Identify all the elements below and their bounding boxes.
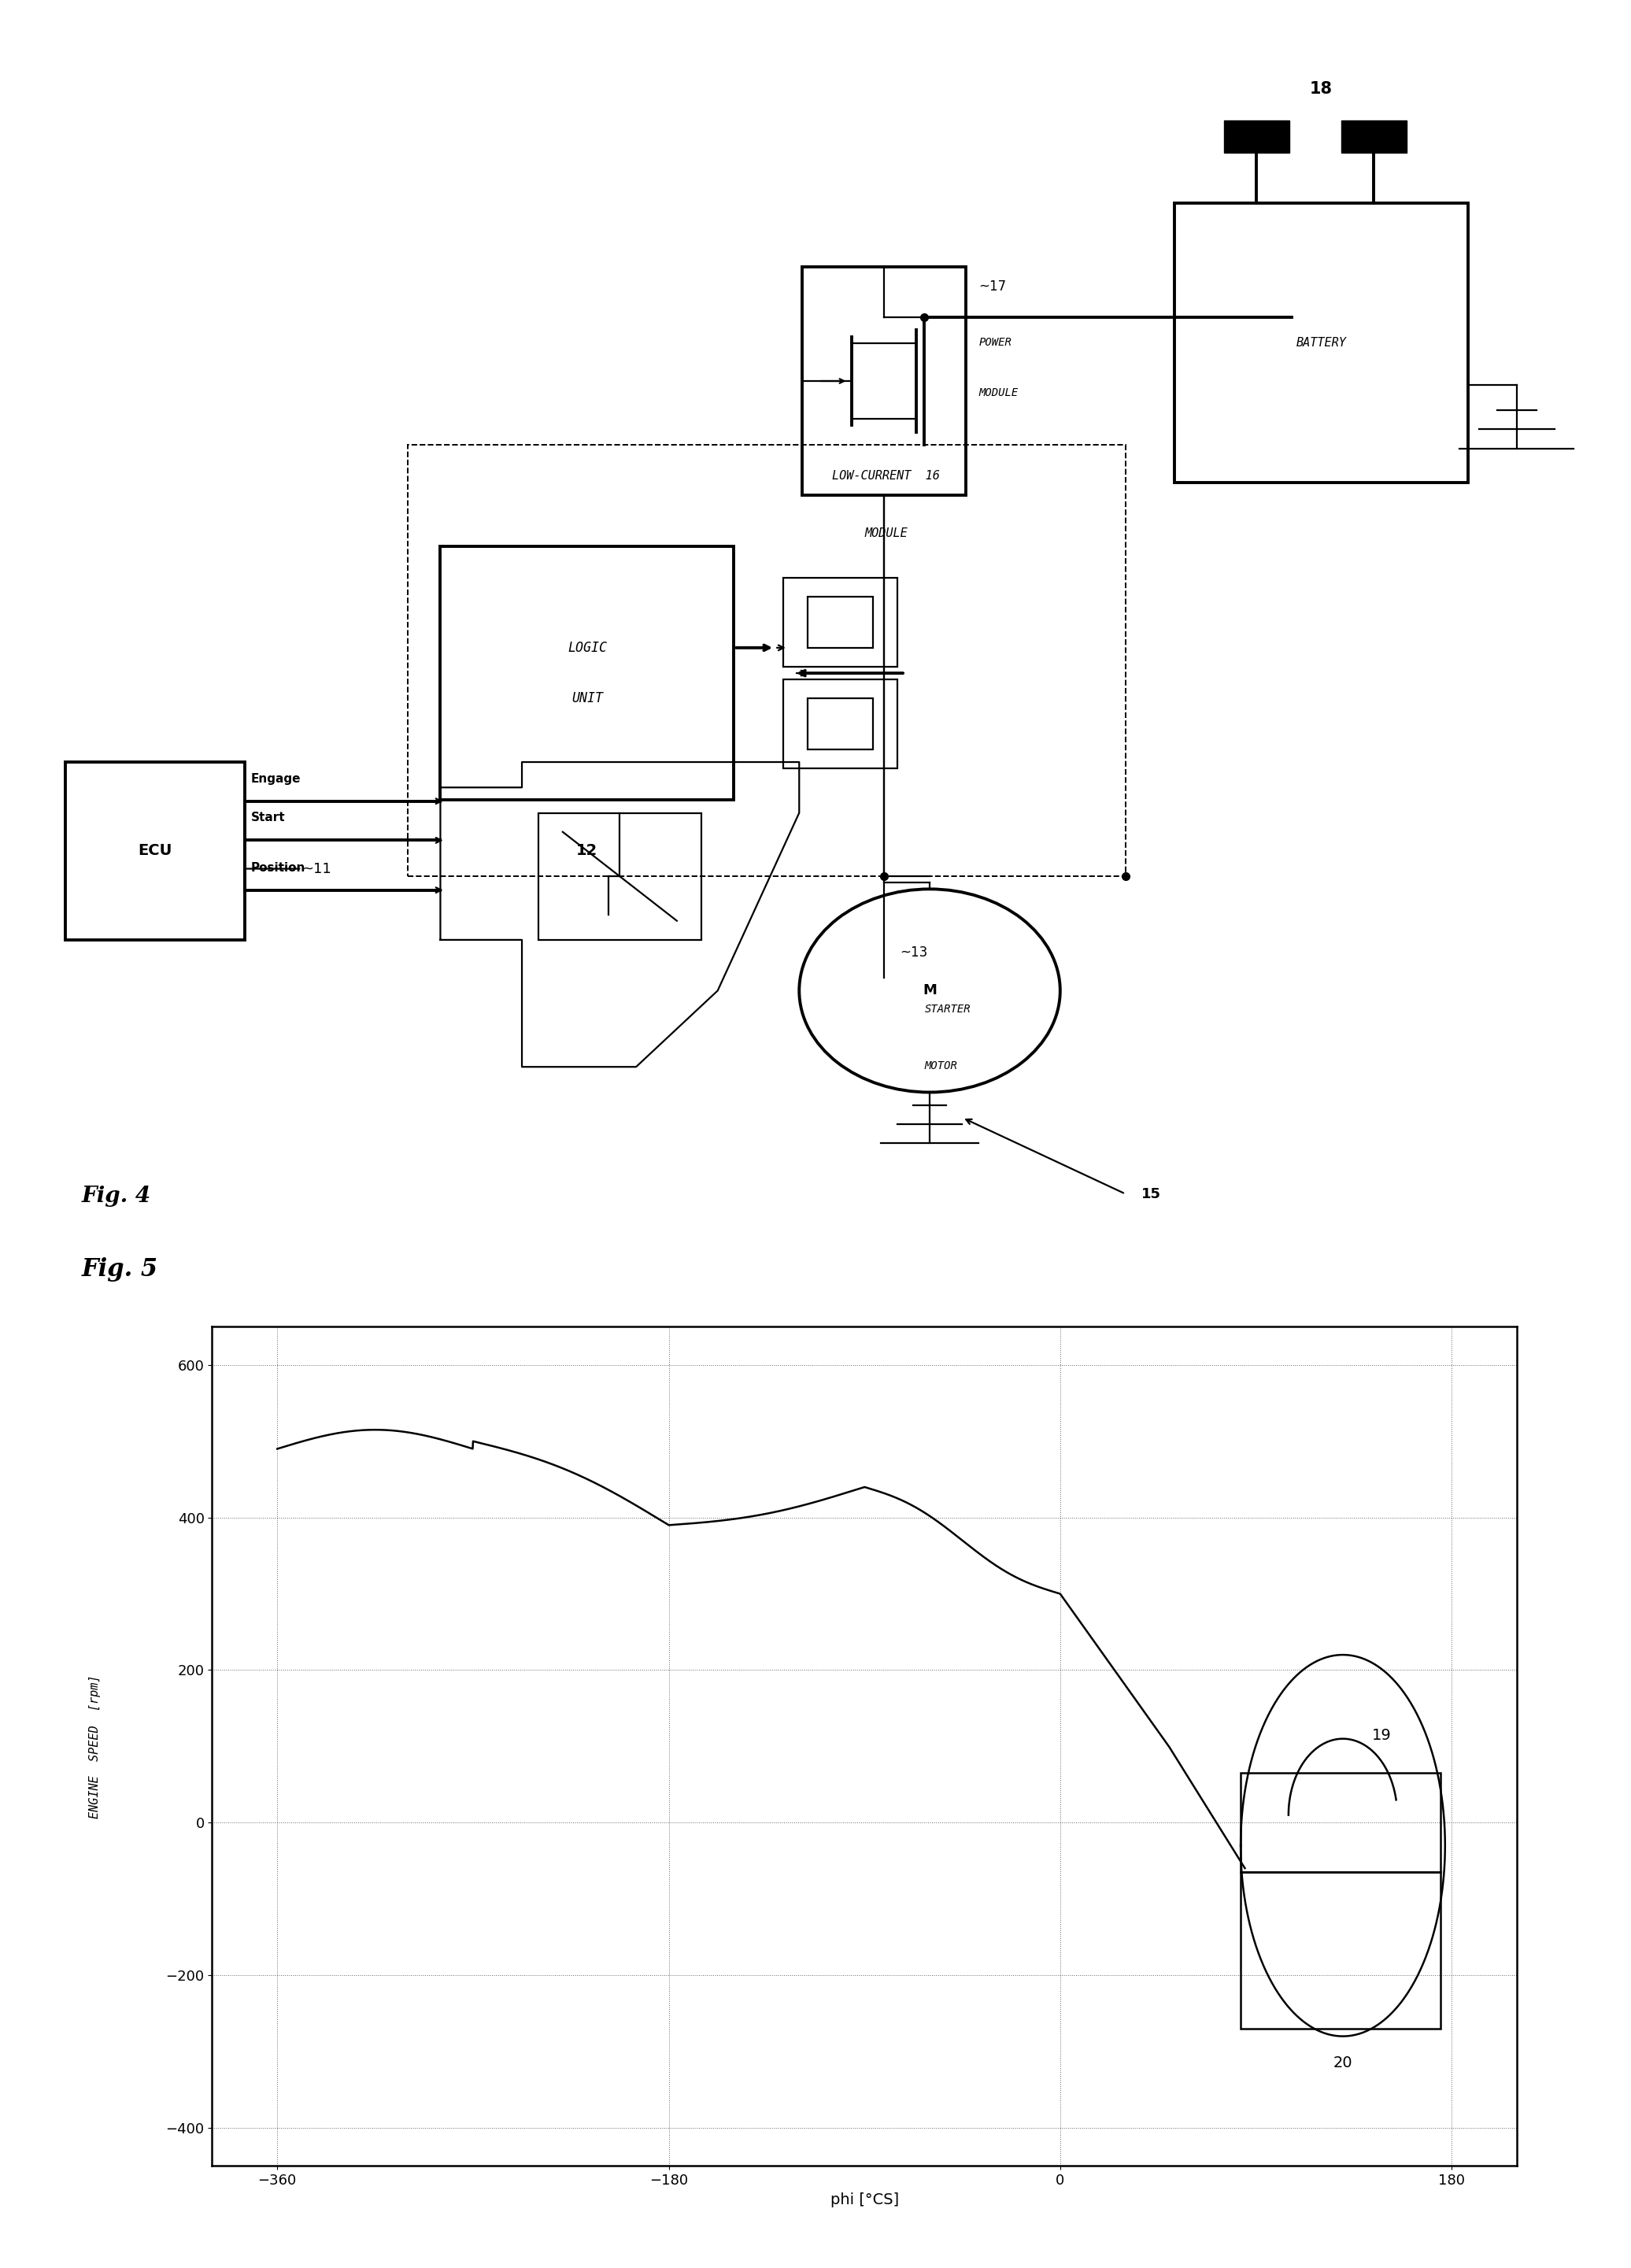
Text: ~17: ~17 xyxy=(979,279,1006,293)
Text: MODULE: MODULE xyxy=(979,388,1018,399)
X-axis label: phi [°CS]: phi [°CS] xyxy=(830,2193,899,2207)
Text: 18: 18 xyxy=(1310,82,1333,98)
Text: Engage: Engage xyxy=(251,773,302,785)
Text: POWER: POWER xyxy=(979,336,1011,347)
Bar xyxy=(538,812,701,939)
Bar xyxy=(1241,1774,1440,1873)
Bar xyxy=(65,762,245,939)
Text: Start: Start xyxy=(251,812,285,823)
Text: M: M xyxy=(923,984,936,998)
Bar xyxy=(1223,120,1288,152)
Bar xyxy=(807,596,873,649)
Bar xyxy=(1241,1873,1440,2028)
Bar xyxy=(783,578,897,667)
Bar xyxy=(807,699,873,748)
Text: ENGINE  SPEED  [rpm]: ENGINE SPEED [rpm] xyxy=(88,1674,101,1819)
Text: MODULE: MODULE xyxy=(864,526,907,540)
Bar xyxy=(1174,204,1468,483)
Text: Position: Position xyxy=(251,862,305,873)
Text: MOTOR: MOTOR xyxy=(925,1061,957,1070)
Text: ECU: ECU xyxy=(139,844,171,857)
Text: 12: 12 xyxy=(576,844,599,857)
Bar xyxy=(440,547,734,801)
Text: LOGIC: LOGIC xyxy=(568,640,607,655)
Text: 20: 20 xyxy=(1333,2055,1352,2071)
Bar xyxy=(408,445,1125,875)
Text: 15: 15 xyxy=(1142,1186,1161,1202)
Text: BATTERY: BATTERY xyxy=(1297,338,1346,349)
Text: ~13: ~13 xyxy=(900,946,928,959)
Text: UNIT: UNIT xyxy=(571,692,603,705)
Text: ~11: ~11 xyxy=(302,862,331,875)
Bar xyxy=(783,680,897,769)
Text: STARTER: STARTER xyxy=(925,1002,970,1014)
Bar xyxy=(802,268,966,494)
Text: Fig. 5: Fig. 5 xyxy=(82,1256,158,1281)
Text: Fig. 4: Fig. 4 xyxy=(82,1186,152,1207)
Text: 19: 19 xyxy=(1372,1728,1391,1742)
Text: LOW-CURRENT  16: LOW-CURRENT 16 xyxy=(832,469,939,481)
Bar xyxy=(1341,120,1406,152)
